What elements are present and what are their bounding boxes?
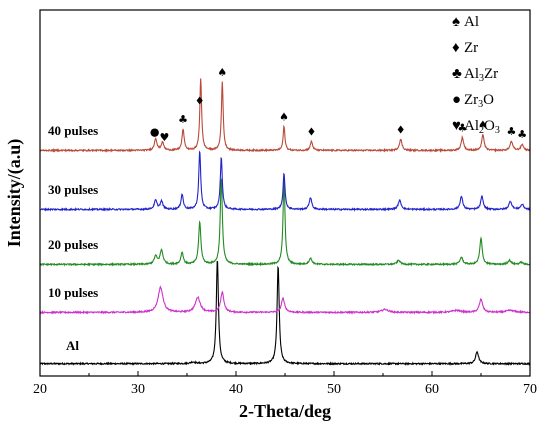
series-label: 20 pulses bbox=[48, 237, 98, 252]
x-axis-title: 2-Theta/deg bbox=[239, 401, 331, 421]
annotation-layer: ● ♥♣♦♠♠♦ ♦ ♣ ♠♣ ♣ bbox=[150, 66, 527, 144]
legend-symbol: ♠ bbox=[452, 14, 460, 30]
series-line-al bbox=[39, 260, 531, 367]
phase-marker: ♣ bbox=[506, 125, 516, 138]
series-label: 40 pulses bbox=[48, 123, 98, 138]
series-label: 30 pulses bbox=[48, 182, 98, 197]
legend-symbol: ♦ bbox=[452, 40, 460, 56]
series-line-40-pulses bbox=[39, 78, 531, 153]
legend-label: Zr3O bbox=[464, 92, 494, 110]
phase-marker: ♣ bbox=[178, 113, 188, 126]
phase-marker: ♣ bbox=[457, 121, 467, 134]
phase-marker: ♠ bbox=[217, 66, 227, 79]
x-tick-label: 60 bbox=[425, 382, 439, 397]
phase-marker: ♠ bbox=[478, 118, 488, 131]
phase-marker: ● bbox=[150, 126, 160, 139]
phase-marker: ♣ bbox=[517, 128, 527, 141]
x-tick-label: 70 bbox=[523, 382, 537, 397]
x-tick-label: 40 bbox=[229, 382, 243, 397]
x-tick-label: 30 bbox=[131, 382, 145, 397]
legend-symbol: ♥ bbox=[452, 118, 461, 134]
y-axis-title: Intensity/(a.u) bbox=[4, 139, 25, 248]
legend-symbol: ● bbox=[452, 92, 461, 108]
series-line-10-pulses bbox=[39, 285, 531, 315]
legend-label: Al2O3 bbox=[464, 118, 500, 136]
phase-legend: ♠ Al♦ Zr♣ Al3Zr● Zr3O♥ Al2O3 bbox=[452, 14, 500, 136]
series-layer: Al 10 pulses 20 pulses 30 pulses 40 pulses bbox=[39, 78, 531, 367]
phase-marker: ♦ bbox=[195, 95, 205, 108]
legend-label: Al bbox=[464, 14, 479, 30]
phase-marker: ♦ bbox=[396, 123, 406, 136]
series-label: Al bbox=[66, 338, 79, 353]
x-tick-label: 20 bbox=[33, 382, 47, 397]
legend-label: Al3Zr bbox=[464, 66, 498, 84]
legend-symbol: ♣ bbox=[452, 66, 462, 82]
series-line-30-pulses bbox=[39, 150, 531, 212]
x-tick-label: 50 bbox=[327, 382, 341, 397]
x-axis-ticks: 20 30 40 50 60 70 bbox=[33, 371, 537, 397]
series-line-20-pulses bbox=[39, 177, 531, 267]
phase-marker: ♥ bbox=[160, 131, 170, 144]
phase-marker: ♠ bbox=[279, 110, 289, 123]
phase-marker: ♦ bbox=[307, 125, 317, 138]
series-label: 10 pulses bbox=[48, 285, 98, 300]
legend-label: Zr bbox=[464, 40, 478, 56]
